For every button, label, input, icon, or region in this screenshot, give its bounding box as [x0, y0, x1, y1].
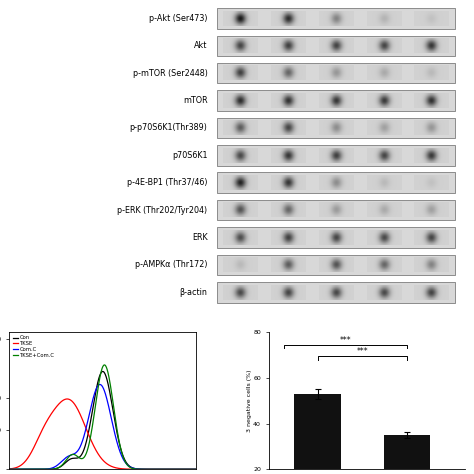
TKSE	[204, 466, 210, 472]
TKSE+Com.C	[134, 466, 139, 472]
Text: p-4E-BP1 (Thr37/46): p-4E-BP1 (Thr37/46)	[127, 178, 208, 187]
Bar	[217, 227, 456, 248]
TKSE+Com.C	[78, 456, 83, 461]
Bar	[383, 435, 430, 474]
Con	[78, 453, 83, 459]
Bar	[217, 200, 456, 220]
TKSE	[70, 399, 76, 405]
TKSE	[1, 466, 7, 472]
Con	[155, 466, 161, 472]
TKSE	[134, 466, 139, 472]
Bar	[217, 36, 456, 56]
Legend: Con, TKSE, Com.C, TKSE+Com.C: Con, TKSE, Com.C, TKSE+Com.C	[12, 335, 55, 358]
Com.C	[1, 466, 7, 472]
Con	[204, 466, 210, 472]
Bar	[217, 282, 456, 302]
Com.C	[78, 443, 83, 448]
TKSE+Com.C	[70, 452, 75, 457]
Text: ***: ***	[339, 336, 351, 345]
Bar	[217, 173, 456, 193]
TKSE+Com.C	[159, 466, 164, 472]
TKSE	[64, 396, 70, 402]
TKSE+Com.C	[1, 466, 7, 472]
Con	[159, 466, 164, 472]
Text: p-AMPKα (Thr172): p-AMPKα (Thr172)	[135, 260, 208, 269]
Bar	[217, 118, 456, 138]
Y-axis label: 3 negative cells (%): 3 negative cells (%)	[247, 370, 252, 432]
Con	[100, 369, 106, 374]
Com.C	[159, 466, 164, 472]
Text: p70S6K1: p70S6K1	[172, 151, 208, 160]
Text: p-p70S6K1(Thr389): p-p70S6K1(Thr389)	[129, 124, 208, 133]
Com.C	[70, 452, 75, 457]
Com.C	[155, 466, 161, 472]
Line: Con: Con	[0, 372, 207, 469]
TKSE	[155, 466, 161, 472]
Com.C	[97, 382, 103, 387]
Bar	[217, 255, 456, 275]
Text: p-ERK (Thr202/Tyr204): p-ERK (Thr202/Tyr204)	[117, 206, 208, 215]
Con	[1, 466, 7, 472]
Bar	[217, 8, 456, 29]
Com.C	[204, 466, 210, 472]
Text: p-mTOR (Ser2448): p-mTOR (Ser2448)	[133, 69, 208, 78]
Line: TKSE: TKSE	[0, 399, 207, 469]
Bar	[217, 91, 456, 111]
Text: Akt: Akt	[194, 41, 208, 50]
Line: Com.C: Com.C	[0, 384, 207, 469]
Text: mTOR: mTOR	[183, 96, 208, 105]
Bar	[217, 145, 456, 165]
Bar	[217, 63, 456, 83]
Text: ERK: ERK	[192, 233, 208, 242]
TKSE	[159, 466, 164, 472]
TKSE+Com.C	[204, 466, 210, 472]
Text: β-actin: β-actin	[180, 288, 208, 297]
Bar	[294, 394, 341, 474]
Com.C	[134, 466, 139, 472]
Line: TKSE+Com.C: TKSE+Com.C	[0, 365, 207, 469]
Text: p-Akt (Ser473): p-Akt (Ser473)	[149, 14, 208, 23]
Con	[70, 456, 75, 461]
TKSE+Com.C	[155, 466, 161, 472]
TKSE	[78, 413, 84, 419]
Con	[134, 466, 139, 472]
TKSE+Com.C	[101, 362, 107, 368]
Text: ***: ***	[356, 347, 368, 356]
